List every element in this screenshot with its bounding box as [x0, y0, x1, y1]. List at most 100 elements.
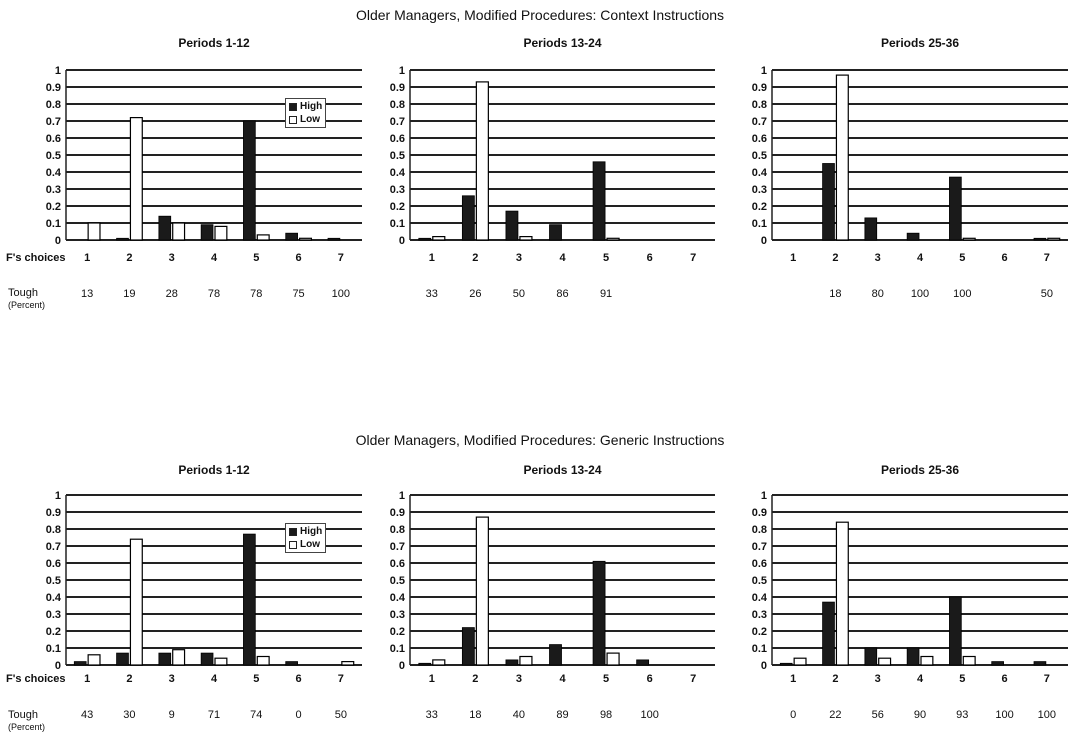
y-tick-label: 0.3	[390, 184, 405, 196]
x-tick-label: 4	[210, 673, 218, 685]
x-tick-label: 7	[690, 252, 697, 264]
bar-low	[172, 222, 186, 241]
y-tick-label: 0.6	[752, 133, 767, 145]
x-tick-label: 1	[790, 673, 797, 685]
y-tick-label: 0	[55, 660, 61, 672]
y-tick-label: 0.5	[752, 150, 767, 162]
x-tick-label: 5	[959, 673, 966, 685]
bar-high	[906, 232, 920, 241]
y-tick-label: 0.3	[752, 609, 767, 621]
bar-low	[606, 237, 620, 241]
x-tick-label: 3	[168, 673, 175, 685]
y-tick-label: 0.7	[46, 541, 61, 553]
bar-high	[285, 661, 298, 666]
tough-value: 22	[829, 709, 842, 721]
tough-value: 100	[910, 288, 930, 300]
bar-low	[214, 225, 228, 241]
y-tick-label: 0.5	[46, 575, 61, 587]
bar-low	[256, 234, 270, 241]
bar-high	[1033, 237, 1047, 241]
tough-value: 74	[250, 709, 263, 721]
y-tick-label: 0.9	[46, 507, 61, 519]
x-tick-label: 3	[874, 252, 881, 264]
x-tick-label: 7	[337, 252, 344, 264]
bar-high	[116, 652, 129, 666]
x-tick-label: 2	[126, 673, 133, 685]
bar-low	[87, 654, 101, 666]
x-tick-label: 7	[337, 673, 344, 685]
legend-swatch-low	[289, 540, 298, 549]
x-tick-label: 5	[253, 673, 260, 685]
bar-low	[87, 222, 101, 241]
x-tick-label: 6	[295, 673, 302, 685]
bar-high	[822, 601, 835, 666]
tough-value: 18	[469, 709, 482, 721]
x-tick-label: 3	[515, 673, 522, 685]
tough-label-main: Tough	[8, 287, 38, 299]
y-tick-label: 0.5	[390, 575, 405, 587]
x-tick-label: 2	[832, 252, 839, 264]
chart-legend: High Low	[285, 523, 327, 553]
panel-title: Periods 25-36	[880, 36, 960, 50]
bar-high	[864, 647, 878, 666]
legend-swatch-high	[289, 527, 298, 536]
y-tick-label: 0.9	[390, 507, 405, 519]
x-tick-label: 3	[874, 673, 881, 685]
tough-value: 90	[913, 709, 927, 721]
x-tick-label: 5	[959, 252, 966, 264]
y-tick-label: 0.6	[752, 558, 767, 570]
y-tick-label: 0.6	[390, 558, 405, 570]
tough-value: 100	[640, 709, 659, 721]
tough-value: 50	[334, 709, 347, 721]
y-tick-label: 0	[55, 235, 61, 247]
tough-value: 100	[995, 709, 1014, 721]
legend-item: High	[289, 525, 322, 538]
y-tick-label: 0.4	[390, 592, 406, 604]
tough-label-main: Tough	[8, 709, 38, 721]
y-tick-label: 0.4	[46, 167, 62, 179]
y-tick-label: 0.3	[390, 609, 405, 621]
x-tick-label: 5	[253, 252, 260, 264]
y-tick-label: 0.8	[752, 99, 767, 111]
y-tick-label: 1	[399, 490, 405, 502]
y-tick-label: 1	[399, 65, 405, 77]
tough-value: 100	[953, 288, 972, 300]
panel-title: Periods 13-24	[523, 36, 602, 50]
legend-swatch-high	[289, 102, 298, 111]
x-tick-label: 6	[646, 673, 653, 685]
bar-high	[116, 237, 129, 241]
y-tick-label: 0	[761, 235, 767, 247]
tough-value: 98	[599, 709, 613, 721]
tough-value: 26	[469, 288, 482, 300]
bar-high	[822, 163, 835, 241]
y-tick-label: 0.8	[752, 524, 767, 536]
y-tick-label: 0.9	[46, 82, 61, 94]
bar-high	[592, 560, 606, 666]
bar-chart: 0 0.1 0.2 0.3 0.4 0.5 0.6 0.7 0.8 0.9 1	[390, 65, 715, 247]
bar-high	[505, 210, 519, 241]
y-tick-label: 0.2	[752, 201, 767, 213]
x-tick-label: 6	[646, 252, 653, 264]
y-tick-label: 0.4	[752, 592, 768, 604]
panel-title: Periods 25-36	[880, 463, 960, 477]
bar-high	[906, 647, 920, 666]
x-tick-label: 7	[1043, 673, 1050, 685]
bar-chart: 0 0.1 0.2 0.3 0.4 0.5 0.6 0.7 0.8 0.9 1	[390, 490, 715, 672]
bar-high	[864, 217, 878, 241]
y-tick-label: 0	[399, 660, 405, 672]
chart-legend: High Low	[285, 98, 327, 128]
x-tick-label: 4	[210, 252, 218, 264]
tough-value: 93	[956, 709, 969, 721]
tough-value: 19	[123, 288, 136, 300]
y-tick-label: 0.8	[390, 524, 405, 536]
y-tick-label: 0.1	[390, 218, 405, 230]
tough-value: 18	[829, 288, 842, 300]
tough-value: 78	[250, 288, 263, 300]
bar-high	[158, 215, 172, 241]
legend-item: Low	[289, 113, 322, 126]
bar-high	[461, 195, 475, 241]
tough-value: 50	[1040, 288, 1053, 300]
bar-high	[243, 120, 256, 241]
x-tick-label: 7	[1043, 252, 1050, 264]
x-tick-label: 1	[428, 252, 435, 264]
